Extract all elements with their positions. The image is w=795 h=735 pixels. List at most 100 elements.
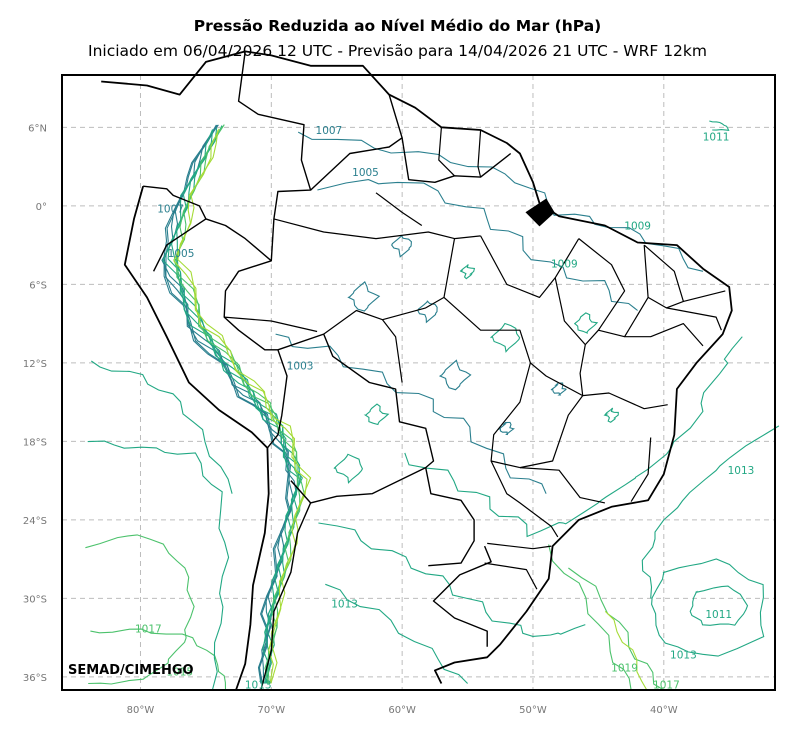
- lon-tick-label: 70°W: [258, 705, 286, 716]
- isobar-1015: [548, 544, 632, 691]
- lat-tick-label: 6°N: [28, 123, 47, 134]
- state-border: [624, 323, 704, 347]
- uruguay-border: [432, 545, 492, 647]
- isobar-cell: [498, 421, 515, 436]
- state-border: [666, 307, 722, 331]
- isobar-label: 1007: [316, 125, 343, 137]
- isobar-cell: [347, 281, 381, 312]
- andes-isobar: [165, 124, 292, 684]
- country-borders: [101, 50, 733, 691]
- isobar-cell: [603, 407, 619, 423]
- isobar-labels: 1007 1005 1011 1009 1009 1003 1013 1013 1011 1017…: [135, 125, 754, 692]
- guianas-border: [401, 137, 512, 183]
- lat-tick-label: 0°: [36, 202, 47, 213]
- isobar-cell: [550, 382, 567, 396]
- state-border: [382, 238, 456, 321]
- isobar-cell: [438, 359, 472, 391]
- state-border: [443, 296, 531, 364]
- state-border: [484, 562, 538, 590]
- suriname-border: [438, 127, 455, 177]
- isobar-1011: [318, 522, 586, 637]
- bolivia-border: [277, 333, 435, 504]
- isobar-1013-east: [641, 425, 780, 599]
- isobar-1017-west: [90, 628, 227, 691]
- map-subtitle: Iniciado em 06/04/2026 12 UTC - Previsão…: [88, 42, 707, 60]
- isobar-cell: [390, 234, 412, 258]
- lat-tick-label: 18°S: [23, 437, 47, 448]
- andes-isobar: [173, 128, 308, 684]
- offshore-low-outer: [651, 558, 765, 657]
- isobar-1017: [568, 567, 665, 691]
- isobar-1007: [297, 131, 704, 272]
- isobar-label: 1017: [653, 680, 680, 692]
- andes-isobar: [175, 124, 301, 684]
- isobar-label: 1005: [168, 248, 195, 260]
- west-coastline: [123, 185, 270, 691]
- venezuela-border: [310, 94, 403, 191]
- lon-tick-label: 60°W: [388, 705, 416, 716]
- offshore-low-inner: [689, 585, 749, 626]
- lon-tick-label: 40°W: [650, 705, 678, 716]
- isobar-1019: [604, 610, 648, 691]
- isobar-label: 1005: [352, 167, 379, 179]
- state-border: [490, 362, 531, 469]
- isobar-cell: [459, 264, 476, 280]
- isobar-1013-west: [87, 440, 230, 691]
- isobar-label: 1013: [331, 599, 358, 611]
- isobars: [85, 120, 780, 691]
- lat-tick-label: 30°S: [23, 594, 47, 605]
- isobar-label: 1007: [157, 203, 184, 215]
- isobar-1011-west: [90, 360, 233, 494]
- state-border: [323, 309, 403, 383]
- andes-isobar: [176, 125, 301, 684]
- ecuador-border: [143, 185, 207, 272]
- axis-tick-labels: 80°W 70°W 60°W 50°W 40°W 6°N 0° 6°S 12°S 18°S 24°S…: [23, 123, 678, 716]
- isobar-label: 1017: [135, 623, 162, 635]
- isobar-label: 1015: [166, 667, 193, 679]
- lat-tick-label: 6°S: [29, 280, 47, 291]
- state-border: [519, 467, 606, 504]
- lat-tick-label: 36°S: [23, 673, 47, 684]
- andes-isobar: [177, 130, 312, 684]
- state-border: [578, 238, 626, 346]
- state-border: [530, 277, 586, 397]
- state-border: [375, 192, 423, 226]
- andes-isobar: [173, 125, 305, 684]
- french-guiana-border: [477, 129, 482, 178]
- state-border: [490, 460, 559, 538]
- state-border: [480, 235, 580, 298]
- state-border: [598, 245, 649, 338]
- paraguay-border: [425, 467, 475, 567]
- state-border: [224, 316, 318, 333]
- isobar-label: 1003: [287, 360, 314, 372]
- isobar-cell: [490, 322, 521, 353]
- state-border: [273, 218, 481, 240]
- isobar-label: 1011: [703, 131, 730, 143]
- isobar-1003: [275, 333, 547, 494]
- lat-tick-label: 12°S: [23, 359, 47, 370]
- state-border: [683, 290, 726, 302]
- chile-argentina-border: [260, 502, 312, 691]
- isobar-cell: [363, 403, 390, 426]
- map-frame: [61, 74, 776, 691]
- isobar-label: 1009: [624, 220, 651, 232]
- marajo-island: [525, 198, 555, 227]
- gridlines: [62, 75, 775, 690]
- isobar-label: 1013: [728, 465, 755, 477]
- isobar-cell: [333, 453, 364, 484]
- isobar-label: 1013: [245, 680, 272, 692]
- isobar-label: 1019: [611, 663, 638, 675]
- state-border: [582, 392, 668, 410]
- credit-label: SEMAD/CIMEHGO: [68, 663, 194, 678]
- isobar-cell: [573, 312, 599, 334]
- peru-brazil-border: [205, 218, 288, 449]
- state-border: [487, 542, 552, 550]
- isobar-1015-west: [85, 534, 195, 685]
- state-border: [630, 437, 652, 502]
- state-border: [519, 395, 584, 469]
- lon-tick-label: 80°W: [127, 705, 155, 716]
- isobar-label: 1009: [551, 258, 578, 270]
- map-title: Pressão Reduzida ao Nível Médio do Mar (…: [193, 17, 602, 35]
- lon-tick-label: 50°W: [519, 705, 547, 716]
